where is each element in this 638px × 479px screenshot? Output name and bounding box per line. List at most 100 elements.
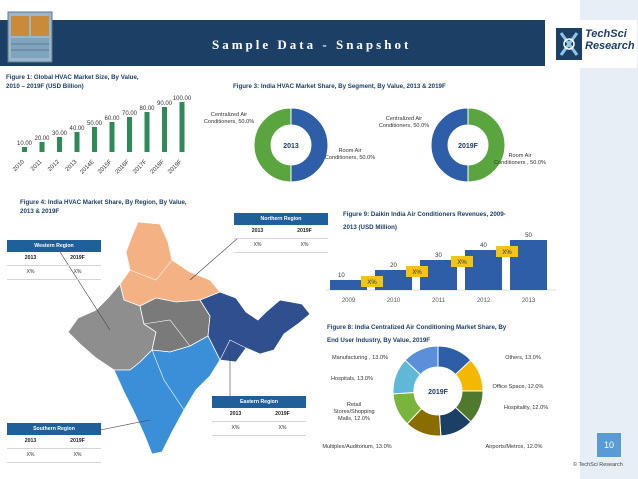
region-north	[119, 221, 221, 307]
fig8-label-retail: Retail Stores/Shopping Malls, 12.0%	[333, 402, 375, 422]
western-year-row: 2013 2019F	[7, 252, 101, 266]
northern-value-2: X%	[300, 242, 309, 248]
fig9-growth-badge	[406, 266, 428, 277]
fig9-tick-label: 2013	[522, 298, 536, 304]
fig1-bar	[162, 107, 167, 152]
fig1-title: Figure 1: Global HVAC Market Size, By Va…	[6, 73, 206, 91]
fig9-tick-label: 2009	[342, 298, 356, 304]
fig1-value-label: 80.00	[139, 106, 155, 112]
fig1-bar	[127, 117, 132, 152]
fig1-bar	[57, 137, 62, 152]
fig1-bar	[92, 127, 97, 152]
western-value-1: X%	[26, 269, 35, 275]
techsci-logo-icon	[556, 28, 582, 60]
fig8-label-airports: Airports/Metros, 12.0%	[485, 444, 543, 450]
southern-value-1: X%	[26, 452, 35, 458]
fig1-value-label: 50.00	[87, 121, 103, 127]
southern-year-2: 2019F	[70, 438, 85, 444]
fig8-title-line1: Figure 8: India Centralized Air Conditio…	[327, 324, 507, 331]
fig9-growth-badge	[451, 256, 473, 267]
eastern-value-1: X%	[231, 425, 240, 431]
region-east	[199, 291, 311, 363]
fig4-title: Figure 4: India HVAC Market Share, By Re…	[20, 198, 230, 216]
fig9-growth-badge	[361, 276, 383, 287]
fig1-value-label: 20.00	[34, 136, 50, 142]
eastern-year-2: 2019F	[275, 411, 290, 417]
fig1-value-label: 10.00	[17, 141, 33, 147]
northern-region-title: Northern Region	[234, 213, 328, 225]
region-south	[113, 335, 221, 455]
fig1-tick-label: 2012	[47, 159, 61, 173]
fig9-title: Figure 9: Daikin India Air Conditioners …	[343, 208, 563, 234]
fig1-bar-chart: 10.00 2010 20.00 2011 30.00 2012 40.00 2013 50.0…	[12, 96, 192, 176]
fig1-value-label: 40.00	[69, 126, 85, 132]
fig9-growth-label: X%	[412, 270, 422, 276]
fig3-title: Figure 3: India HVAC Market Share, By Se…	[233, 83, 446, 90]
fig8-label-others: Others, 13.0%	[505, 355, 541, 361]
pie2019-label-room: Room Air Conditioners , 50.0%	[494, 153, 546, 166]
northern-year-1: 2013	[251, 228, 264, 234]
fig1-bar	[109, 122, 115, 152]
pie2019-center-label: 2019F	[458, 143, 479, 150]
fig1-value-label: 100.00	[173, 96, 192, 102]
fig1-title-line2: 2010 – 2019F (USD Billion)	[6, 83, 84, 90]
pie2013-slice	[290, 107, 329, 183]
fig9-bar-chart: 10 2009 20 2010 30 2011 40 2012 50 2013 X% X% X% X%	[326, 233, 556, 304]
fig1-tick-label: 2016F	[115, 159, 132, 176]
eastern-value-2: X%	[278, 425, 287, 431]
fig9-tick-label: 2011	[432, 298, 446, 304]
copyright-text: © TechSci Research	[573, 462, 623, 468]
northern-value-1: X%	[253, 242, 262, 248]
fig9-bar	[330, 280, 367, 290]
pie2019-slice	[467, 107, 506, 183]
pie2013-slice	[253, 107, 292, 183]
india-region-map	[60, 221, 311, 455]
eastern-year-1: 2013	[229, 411, 242, 417]
fig1-tick-label: 2017F	[132, 159, 149, 176]
page-title: Sample Data - Snapshot	[212, 37, 412, 52]
fig8-label-hospitals: Hospitals, 13.0%	[331, 376, 373, 382]
fig9-growth-badge	[496, 246, 518, 257]
fig1-tick-label: 2015F	[97, 159, 114, 176]
pie2013-center-label: 2013	[283, 143, 299, 150]
northern-year-row: 2013 2019F	[234, 225, 328, 239]
fig1-value-label: 70.00	[122, 111, 138, 117]
pie2019-slice	[430, 107, 469, 183]
page-number: 10	[597, 433, 621, 457]
fig8-label-hospitality: Hospitality, 12.0%	[503, 405, 549, 411]
pie2013-label-room: Room Air Conditioners, 50.0%	[324, 148, 376, 161]
southern-value-row: X% X%	[7, 449, 101, 463]
title-bar	[0, 20, 545, 66]
fig9-bar	[375, 270, 412, 290]
fig1-bar	[144, 112, 150, 152]
fig1-bar	[74, 132, 80, 152]
fig1-tick-label: 2018F	[150, 159, 167, 176]
fig8-label-multiplex: Multiplex/Auditorium, 13.0%	[322, 444, 392, 450]
fig1-value-label: 30.00	[52, 131, 68, 137]
fig3-pie-charts: 2013 2019F	[253, 107, 506, 183]
fig1-bar	[39, 142, 45, 152]
western-region-title: Western Region	[7, 240, 101, 252]
eastern-region-table: Eastern Region 2013 2019F X% X%	[212, 396, 306, 436]
northern-year-2: 2019F	[297, 228, 312, 234]
fig1-bar	[179, 102, 185, 152]
western-value-row: X% X%	[7, 266, 101, 280]
fig8-donut-chart: 2019F	[392, 345, 484, 437]
fig9-value-label: 50	[525, 233, 532, 239]
fig9-value-label: 40	[480, 243, 487, 249]
fig1-tick-label: 2014E	[79, 159, 96, 176]
fig9-value-label: 10	[338, 273, 345, 279]
fig8-title-line2: End User Industry, By Value, 2019F	[327, 337, 431, 344]
fig1-bar	[22, 147, 27, 152]
eastern-value-row: X% X%	[212, 422, 306, 436]
fig4-title-line2: 2013 & 2019F	[20, 208, 60, 215]
fig9-tick-label: 2010	[387, 298, 401, 304]
logo-text: TechSci Research	[585, 28, 635, 52]
western-year-1: 2013	[24, 255, 37, 261]
fig9-growth-label: X%	[457, 260, 467, 266]
fig9-growth-label: X%	[367, 280, 377, 286]
fig1-value-label: 90.00	[157, 101, 173, 107]
fig8-slice	[404, 345, 439, 376]
logo-line-2: Research	[585, 40, 635, 52]
